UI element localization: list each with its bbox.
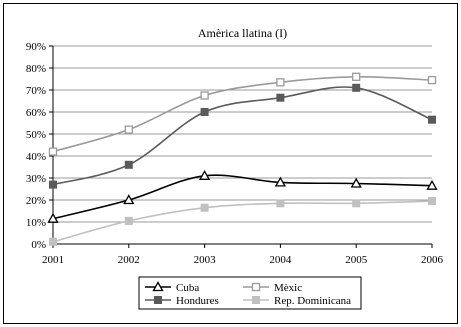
legend-label: Cuba: [176, 282, 199, 294]
x-tick-label: 2004: [269, 254, 292, 266]
legend-item-cuba: Cuba: [145, 281, 199, 294]
data-point-rep-dominicana: [200, 203, 209, 212]
x-tick-labels: 2001 2002 2003 2004 2005 2006: [42, 254, 444, 266]
data-point-hondures: [200, 108, 209, 116]
y-tick-label: 80%: [26, 63, 46, 75]
y-tick-label: 10%: [26, 217, 46, 229]
y-tick-label: 0%: [31, 239, 46, 251]
legend-marker: [252, 296, 260, 304]
y-tick-label: 50%: [26, 129, 46, 141]
data-point-cuba: [350, 177, 362, 188]
data-point-rep-dominicana: [352, 199, 361, 208]
x-tick-label: 2006: [421, 254, 444, 266]
data-point-rep-dominicana: [428, 197, 436, 206]
data-point-hondures: [428, 115, 436, 124]
legend-label: Mèxic: [274, 282, 302, 294]
series-line-cuba: [52, 174, 433, 220]
legend-item-rep-dominicana: Rep. Dominicana: [243, 295, 351, 307]
data-point-cuba: [274, 176, 287, 187]
legend-label: Hondures: [176, 295, 219, 307]
data-point-mexic: [48, 147, 58, 156]
y-tick-label: 90%: [26, 41, 46, 53]
y-tick-label: 20%: [26, 195, 46, 207]
series-line-mexic: [52, 75, 433, 153]
data-point-cuba: [426, 179, 438, 190]
x-tick-label: 2001: [42, 254, 64, 266]
series-line-rep-dominicana: [52, 200, 433, 243]
legend-marker: [154, 296, 162, 304]
y-tick-label: 60%: [26, 107, 46, 119]
line-chart: Amèrica llatina (I) 0% 10% 20% 30% 40% 50% 60%…: [26, 26, 444, 310]
series-markers: [47, 72, 438, 246]
data-point-cuba: [123, 194, 135, 205]
data-point-hondures: [276, 93, 285, 102]
data-point-mexic: [352, 72, 361, 81]
legend-marker: [152, 281, 164, 292]
chart-frame: Amèrica llatina (I) 0% 10% 20% 30% 40% 50% 60%…: [3, 3, 458, 324]
data-point-rep-dominicana: [49, 237, 57, 246]
gridlines: [49, 45, 432, 245]
data-point-hondures: [352, 83, 361, 92]
data-point-rep-dominicana: [276, 199, 285, 208]
x-tick-label: 2005: [345, 254, 368, 266]
y-tick-label: 30%: [26, 173, 46, 185]
legend-item-mexic: Mèxic: [243, 282, 302, 294]
y-tick-label: 40%: [26, 151, 46, 163]
data-point-mexic: [276, 78, 285, 87]
series-lines: [52, 75, 433, 243]
data-point-cuba: [198, 169, 211, 180]
legend: Cuba Mèxic Hondures Rep. Dominicana: [138, 276, 362, 310]
axes: [52, 46, 433, 248]
legend-marker: [251, 282, 261, 292]
data-point-cuba: [47, 212, 59, 223]
legend-item-hondures: Hondures: [145, 295, 219, 307]
data-point-mexic: [200, 91, 209, 100]
y-tick-label: 70%: [26, 85, 46, 97]
data-point-mexic: [427, 75, 437, 85]
x-tick-label: 2003: [194, 254, 217, 266]
x-tick-label: 2002: [118, 254, 140, 266]
chart-title: Amèrica llatina (I): [198, 26, 287, 40]
data-point-mexic: [124, 125, 133, 134]
data-point-hondures: [49, 180, 57, 189]
y-tick-labels: 0% 10% 20% 30% 40% 50% 60% 70% 80% 90%: [26, 41, 46, 251]
data-point-hondures: [124, 160, 133, 169]
legend-label: Rep. Dominicana: [274, 295, 351, 307]
series-line-hondures: [52, 86, 433, 186]
data-point-rep-dominicana: [124, 216, 133, 225]
legend-box: [138, 276, 362, 310]
